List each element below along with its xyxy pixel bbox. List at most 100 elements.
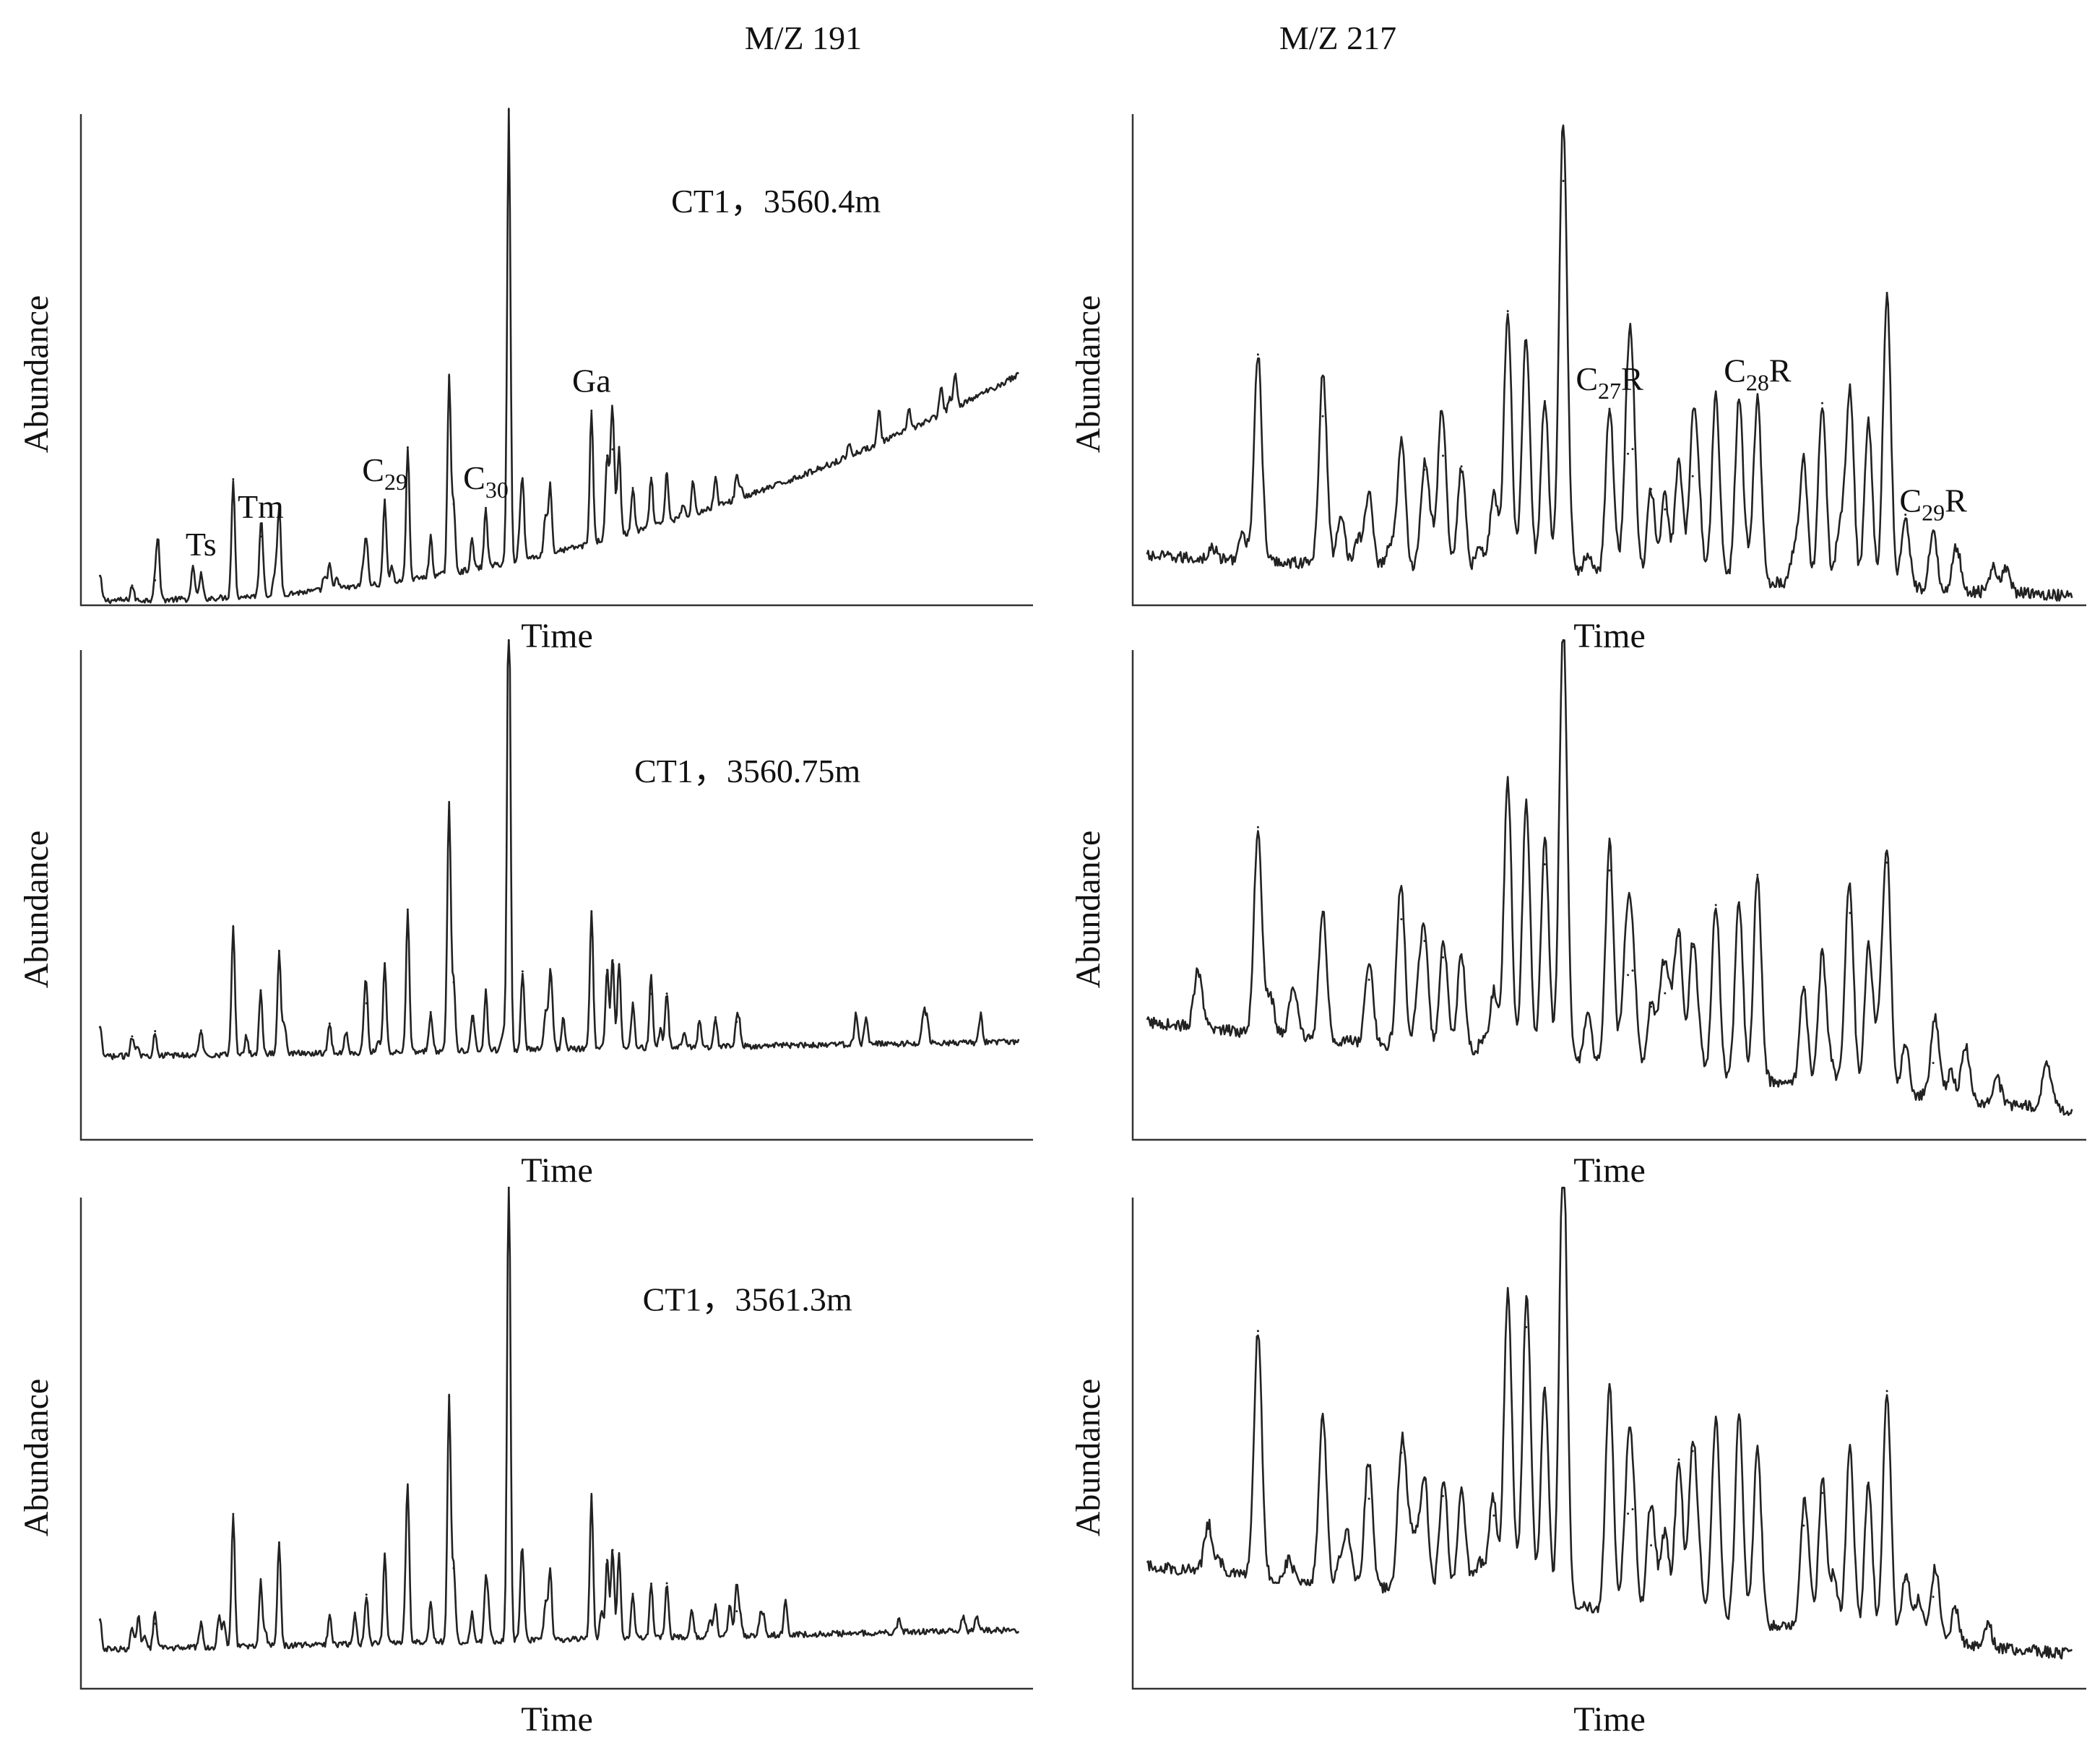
peak-point [485,1581,487,1584]
column-title-mz191: M/Z 191 [745,20,862,56]
peak-point [1442,1494,1444,1497]
peak-point [1802,985,1805,988]
x-axis-label: Time [521,1700,593,1739]
peak-point [735,1021,738,1023]
peak-point [1737,1415,1740,1418]
peak-label-c29: C29 [362,451,407,495]
sample-label: CT1，3560.75m [634,753,860,789]
chromatogram-trace [99,108,1019,605]
peak-point [1849,1445,1851,1448]
peak-point [154,579,157,581]
peak-point [1867,418,1870,421]
y-axis-label: Abundance [17,295,56,454]
axis-frame [1131,1198,2086,1690]
peak-label-tm: Tm [238,488,284,525]
peak-point [131,1627,134,1630]
peak-point [1867,943,1870,945]
peak-point [1321,910,1324,913]
peak-point [1631,969,1634,972]
chart-panel-mz191-0: Abundance Time CT1，3560.4m Ts Tm C29 C30 Ga [17,108,1033,655]
peak-point [1442,956,1444,958]
peak-point [1492,990,1495,993]
peak-point [521,970,524,973]
peak-point [544,1599,547,1602]
peak-label-c30: C30 [463,459,509,503]
peak-point [1885,1390,1888,1393]
x-axis-label: Time [521,1151,593,1190]
chart-panel-mz191-2: Abundance Time CT1，3561.3m [17,1186,1033,1739]
peak-point [1756,399,1759,402]
peak-point [590,1495,593,1498]
y-axis-label: Abundance [1069,831,1107,989]
peak-point [259,989,262,992]
peak-point [605,969,608,971]
peak-point [365,1593,368,1596]
peak-point [1650,488,1653,490]
y-axis-label: Abundance [17,831,56,989]
peak-point [1423,468,1426,471]
peak-point [549,1570,552,1572]
peak-point [1562,180,1565,182]
peak-point [1525,1325,1528,1328]
peak-point [1506,310,1509,313]
sample-label: CT1，3561.3m [643,1281,852,1317]
peak-point [429,536,432,539]
peak-point [611,1549,614,1551]
peak-point [1904,1044,1907,1047]
peak-point [1367,1497,1370,1500]
peak-point [232,926,235,928]
peak-point [1664,992,1667,995]
peak-point [448,810,451,813]
peak-point [1802,1524,1805,1527]
peak-point [618,446,621,449]
peak-point [1256,826,1259,828]
peak-point [406,1494,409,1497]
peak-point [544,514,547,516]
peak-point [735,1610,738,1613]
peak-point [631,487,634,490]
peak-point [1627,452,1630,455]
peak-point [1423,1478,1426,1481]
chromatogram-trace [1146,124,2073,602]
axis-frame [79,1198,1033,1690]
peak-point [507,1186,510,1189]
peak-point [549,483,552,486]
peak-point [277,504,280,507]
peak-point [1932,1596,1935,1598]
chart-panel-mz217-0: Abundance Time C27R C28R C29R [1069,114,2086,655]
peak-point [1885,861,1888,864]
peak-point [98,1619,101,1622]
peak-point [1608,1382,1611,1385]
peak-point [1321,1414,1324,1417]
peak-point [328,1614,331,1616]
chromatogram-trace [99,1187,1020,1653]
peak-point [1677,935,1680,938]
peak-point [1400,438,1403,441]
peak-point [665,1582,668,1585]
peak-point [1849,388,1851,391]
peak-point [1821,953,1823,956]
peak-point [549,979,552,982]
y-axis-label: Abundance [1069,1379,1107,1537]
peak-point [650,992,652,995]
peak-point [1631,1508,1634,1510]
peak-point [365,1002,368,1005]
peak-point [1714,904,1717,906]
x-axis-label: Time [1573,1151,1646,1190]
peak-point [1506,781,1509,784]
peak-point [131,584,134,587]
peak-point [1525,802,1528,805]
chromatogram-trace [1146,1187,2073,1660]
chromatogram-trace [99,639,1020,1060]
peak-point [1821,402,1823,404]
peak-point [452,503,455,506]
peak-point [1904,1578,1907,1581]
peak-point [199,573,202,576]
peak-point [199,1029,202,1032]
peak-point [605,454,608,457]
x-axis-label: Time [521,617,593,655]
peak-point [507,639,510,641]
peak-point [1631,448,1634,451]
peak-point [448,376,451,378]
peak-point [232,478,235,480]
